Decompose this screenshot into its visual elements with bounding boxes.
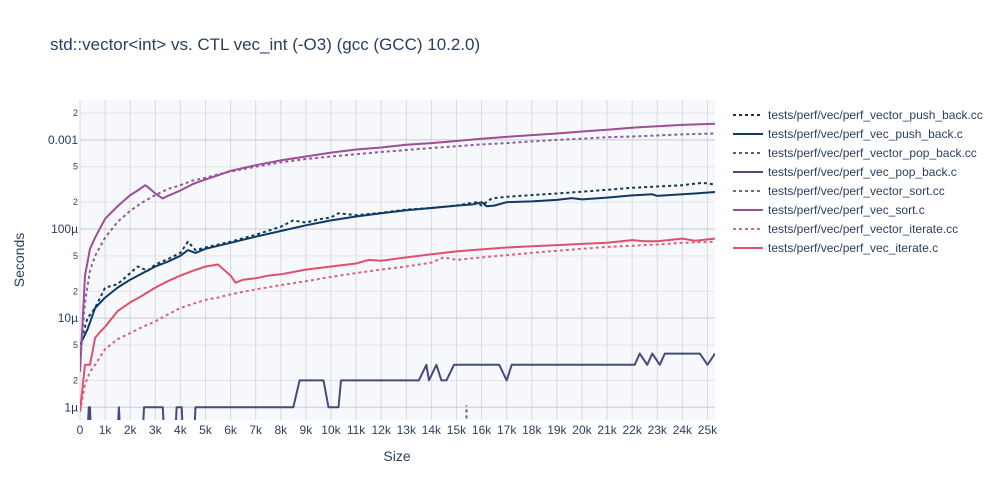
x-tick-label: 15k (447, 423, 467, 437)
x-tick-labels: 0 1k 2k 3k 4k 5k 6k 7k 8k 9k 10k 11k 12k 13k 14k 15k 16k… (77, 423, 718, 437)
legend-label: tests/perf/vec/perf_vec_iterate.c (768, 241, 938, 255)
x-tick-label: 11k (347, 423, 366, 437)
legend-label: tests/perf/vec/perf_vector_sort.cc (768, 184, 945, 198)
x-tick-label: 21k (597, 423, 617, 437)
y-minor-tick-label: 2 (73, 197, 78, 207)
legend-item[interactable]: tests/perf/vec/perf_vector_sort.cc (733, 184, 945, 198)
y-axis-label: Seconds (11, 233, 27, 287)
y-tick-labels: 1µ 10µ 100µ 0.001 2 5 2 5 2 5 2 (48, 108, 78, 414)
x-tick-label: 18k (522, 423, 542, 437)
legend-label: tests/perf/vec/perf_vector_iterate.cc (768, 222, 958, 236)
legend-label: tests/perf/vec/perf_vec_push_back.c (768, 127, 963, 141)
y-minor-tick-label: 5 (73, 162, 78, 172)
x-tick-label: 24k (673, 423, 693, 437)
x-tick-label: 9k (300, 423, 314, 437)
x-tick-label: 16k (472, 423, 492, 437)
series-line (80, 237, 715, 412)
x-tick-label: 3k (149, 423, 163, 437)
legend-item[interactable]: tests/perf/vec/perf_vec_pop_back.c (733, 165, 957, 179)
y-tick-label: 1µ (64, 400, 78, 414)
series-line (80, 191, 715, 346)
x-tick-label: 17k (497, 423, 517, 437)
x-tick-label: 2k (124, 423, 138, 437)
x-tick-label: 22k (622, 423, 642, 437)
x-tick-label: 20k (572, 423, 592, 437)
legend-item[interactable]: tests/perf/vec/perf_vector_iterate.cc (733, 222, 958, 236)
series-line (80, 132, 715, 363)
x-tick-label: 8k (274, 423, 288, 437)
series-line (80, 240, 715, 412)
legend-label: tests/perf/vec/perf_vec_pop_back.c (768, 165, 957, 179)
x-tick-label: 14k (422, 423, 442, 437)
series-line (80, 122, 715, 372)
y-minor-tick-label: 5 (73, 251, 78, 261)
x-tick-label: 23k (648, 423, 668, 437)
x-tick-label: 0 (77, 423, 84, 437)
legend-item[interactable]: tests/perf/vec/perf_vec_sort.c (733, 203, 925, 217)
y-tick-label: 10µ (58, 311, 78, 325)
x-tick-label: 6k (224, 423, 238, 437)
x-tick-label: 12k (372, 423, 392, 437)
legend-item[interactable]: tests/perf/vec/perf_vector_push_back.cc (733, 108, 983, 122)
x-tick-label: 19k (547, 423, 567, 437)
x-tick-label: 5k (199, 423, 213, 437)
plot-area (80, 122, 715, 420)
x-tick-label: 25k (698, 423, 718, 437)
x-tick-label: 13k (397, 423, 417, 437)
y-minor-tick-label: 2 (73, 108, 78, 118)
plot-background (80, 100, 715, 420)
x-tick-label: 4k (174, 423, 188, 437)
series-line (80, 181, 715, 346)
x-axis-label: Size (383, 448, 410, 464)
x-tick-label: 10k (321, 423, 341, 437)
y-minor-tick-label: 2 (73, 286, 78, 296)
legend-item[interactable]: tests/perf/vec/perf_vec_iterate.c (733, 241, 938, 255)
legend-item[interactable]: tests/perf/vec/perf_vec_push_back.c (733, 127, 963, 141)
y-tick-label: 100µ (51, 222, 78, 236)
y-minor-tick-label: 2 (73, 375, 78, 385)
legend-label: tests/perf/vec/perf_vector_push_back.cc (768, 108, 983, 122)
legend-item[interactable]: tests/perf/vec/perf_vector_pop_back.cc (733, 146, 977, 160)
y-minor-tick-label: 5 (73, 340, 78, 350)
legend-label: tests/perf/vec/perf_vector_pop_back.cc (768, 146, 977, 160)
legend-label: tests/perf/vec/perf_vec_sort.c (768, 203, 925, 217)
legend[interactable]: tests/perf/vec/perf_vector_push_back.cct… (733, 108, 983, 255)
chart-title: std::vector<int> vs. CTL vec_int (-O3) (… (50, 35, 480, 54)
y-tick-label: 0.001 (48, 133, 78, 147)
series-line (87, 352, 715, 420)
x-tick-label: 7k (249, 423, 263, 437)
x-tick-label: 1k (99, 423, 113, 437)
